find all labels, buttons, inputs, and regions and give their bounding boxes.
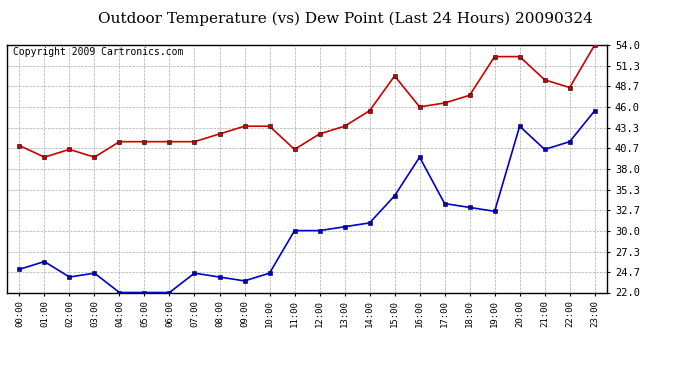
Text: Copyright 2009 Cartronics.com: Copyright 2009 Cartronics.com xyxy=(13,48,184,57)
Text: Outdoor Temperature (vs) Dew Point (Last 24 Hours) 20090324: Outdoor Temperature (vs) Dew Point (Last… xyxy=(97,11,593,26)
